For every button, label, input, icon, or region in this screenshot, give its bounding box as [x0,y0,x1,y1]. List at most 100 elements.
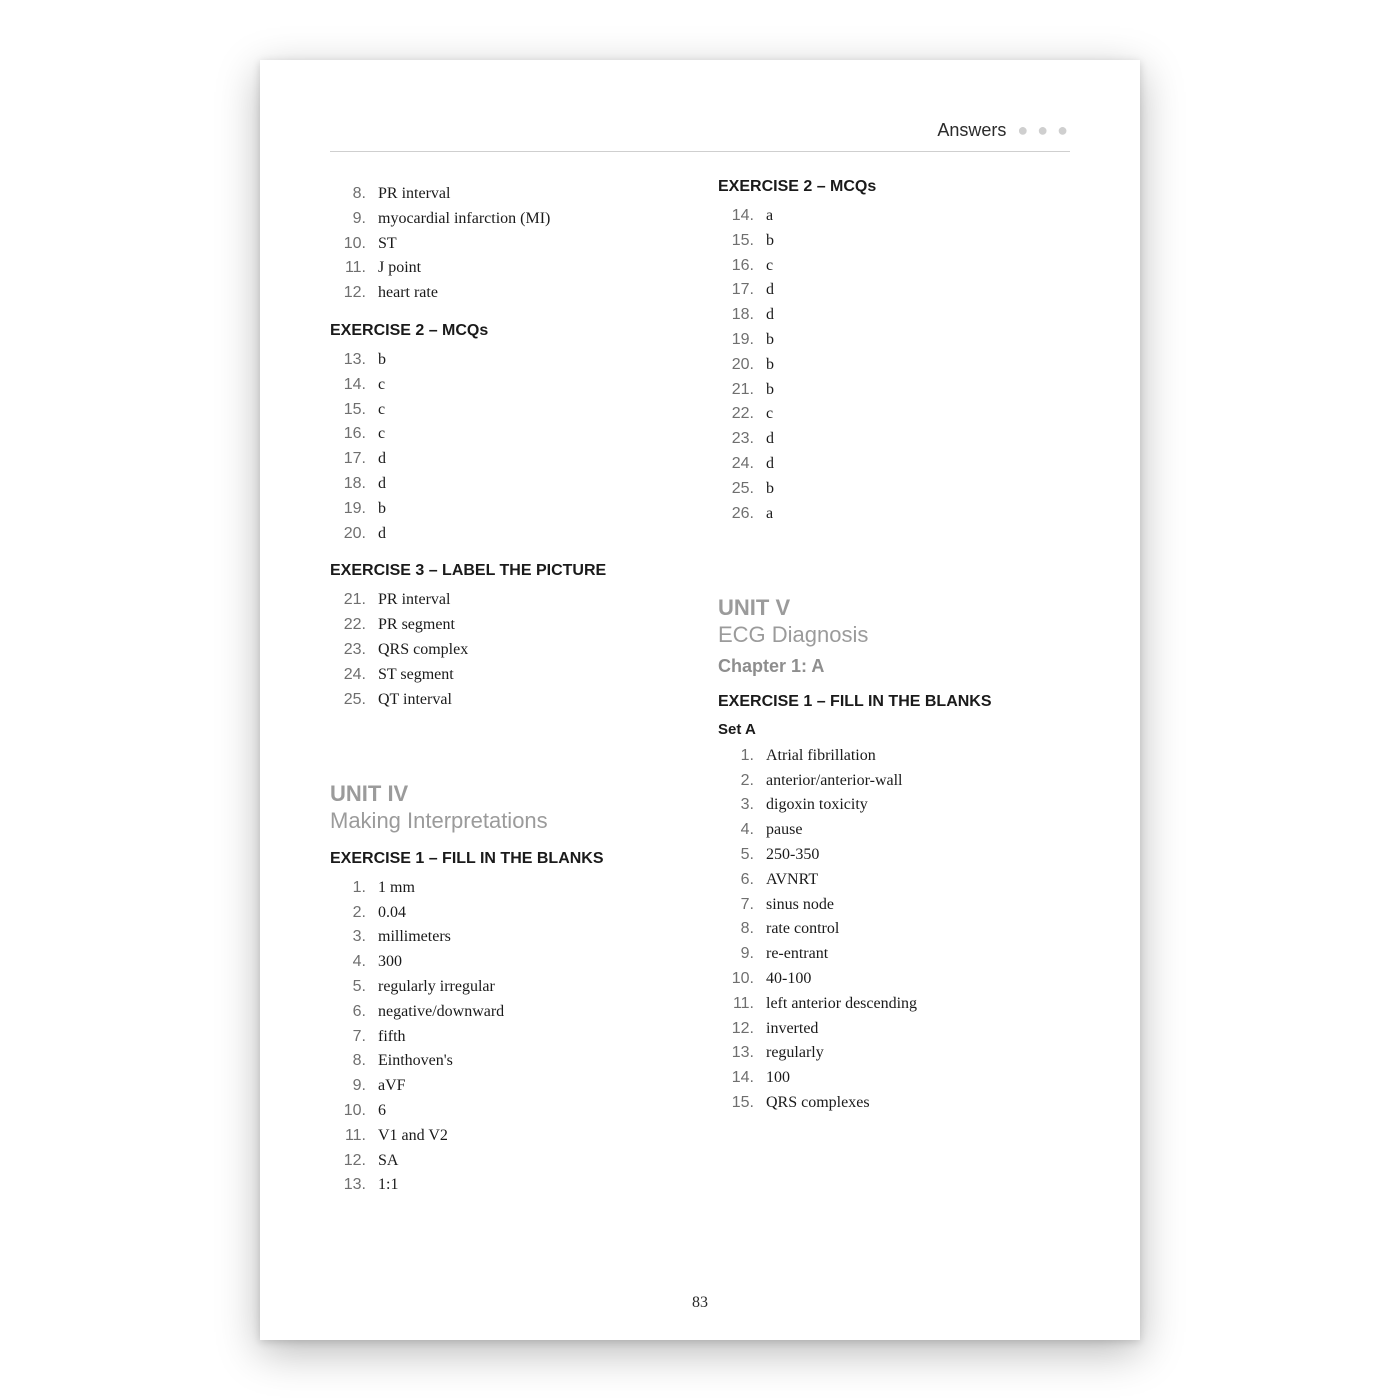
item-value: AVNRT [766,868,1070,893]
list-item: 20.d [330,522,682,547]
item-value: PR segment [378,613,682,638]
list-item: 6.negative/downward [330,1000,682,1025]
item-number: 4. [718,818,766,843]
item-number: 13. [330,348,378,373]
item-value: myocardial infarction (MI) [378,207,682,232]
list-item: 6.AVNRT [718,868,1070,893]
item-number: 25. [718,477,766,502]
list-item: 2.anterior/anterior-wall [718,769,1070,794]
item-number: 3. [330,925,378,950]
item-value: d [378,472,682,497]
list-item: 10.ST [330,232,682,257]
item-value: 1:1 [378,1173,682,1198]
item-number: 9. [718,942,766,967]
item-value: left anterior descending [766,992,1070,1017]
list-item: 22.c [718,402,1070,427]
list-item: 1.1 mm [330,876,682,901]
item-value: c [378,373,682,398]
item-number: 25. [330,688,378,713]
item-value: QT interval [378,688,682,713]
list-item: 4.pause [718,818,1070,843]
item-value: 0.04 [378,901,682,926]
item-value: a [766,502,1070,527]
list-item: 14.a [718,204,1070,229]
item-number: 14. [718,1066,766,1091]
list-item: 9.myocardial infarction (MI) [330,207,682,232]
item-number: 15. [330,398,378,423]
list-item: 23.QRS complex [330,638,682,663]
list-item: 15.c [330,398,682,423]
item-number: 1. [718,744,766,769]
list-item: 22.PR segment [330,613,682,638]
list-item: 9.re-entrant [718,942,1070,967]
item-value: Atrial fibrillation [766,744,1070,769]
item-number: 10. [718,967,766,992]
list-item: 13.1:1 [330,1173,682,1198]
list-item: 3.millimeters [330,925,682,950]
item-number: 22. [718,402,766,427]
item-value: PR interval [378,182,682,207]
item-value: b [378,497,682,522]
item-number: 19. [330,497,378,522]
left-ex3-list: 21.PR interval22.PR segment23.QRS comple… [330,588,682,712]
item-value: c [766,402,1070,427]
list-item: 5.regularly irregular [330,975,682,1000]
list-item: 23.d [718,427,1070,452]
item-number: 12. [718,1017,766,1042]
list-item: 13.b [330,348,682,373]
item-value: digoxin toxicity [766,793,1070,818]
item-value: d [766,427,1070,452]
list-item: 19.b [330,497,682,522]
set-a-label: Set A [718,721,1070,738]
item-value: c [378,422,682,447]
item-value: QRS complexes [766,1091,1070,1116]
list-item: 7.sinus node [718,893,1070,918]
item-number: 18. [330,472,378,497]
unit4-ex1-list: 1.1 mm2.0.043.millimeters4.3005.regularl… [330,876,682,1198]
item-number: 12. [330,281,378,306]
item-value: b [766,328,1070,353]
list-item: 1.Atrial fibrillation [718,744,1070,769]
item-number: 2. [330,901,378,926]
item-value: 40-100 [766,967,1070,992]
item-value: aVF [378,1074,682,1099]
item-value: heart rate [378,281,682,306]
item-number: 18. [718,303,766,328]
item-number: 23. [330,638,378,663]
list-item: 14.100 [718,1066,1070,1091]
list-item: 11.left anterior descending [718,992,1070,1017]
item-number: 22. [330,613,378,638]
item-number: 24. [330,663,378,688]
list-item: 20.b [718,353,1070,378]
item-value: pause [766,818,1070,843]
item-number: 10. [330,1099,378,1124]
list-item: 5.250-350 [718,843,1070,868]
item-number: 4. [330,950,378,975]
item-number: 20. [330,522,378,547]
item-number: 14. [330,373,378,398]
item-value: b [766,378,1070,403]
header-dots-icon: ● ● ● [1017,120,1070,140]
page-header: Answers ● ● ● [330,120,1070,152]
item-number: 8. [330,182,378,207]
item-value: SA [378,1149,682,1174]
item-value: d [766,452,1070,477]
list-item: 24.d [718,452,1070,477]
list-item: 2.0.04 [330,901,682,926]
item-number: 3. [718,793,766,818]
list-item: 8.Einthoven's [330,1049,682,1074]
item-value: regularly irregular [378,975,682,1000]
item-value: c [378,398,682,423]
item-number: 11. [330,1124,378,1149]
item-value: b [766,477,1070,502]
list-item: 11.V1 and V2 [330,1124,682,1149]
item-number: 17. [330,447,378,472]
item-value: QRS complex [378,638,682,663]
item-number: 8. [330,1049,378,1074]
item-value: d [766,278,1070,303]
list-item: 21.b [718,378,1070,403]
right-ex2-title: EXERCISE 2 – MCQs [718,178,1070,196]
item-number: 2. [718,769,766,794]
right-ex1-list: 1.Atrial fibrillation2.anterior/anterior… [718,744,1070,1116]
item-value: 6 [378,1099,682,1124]
